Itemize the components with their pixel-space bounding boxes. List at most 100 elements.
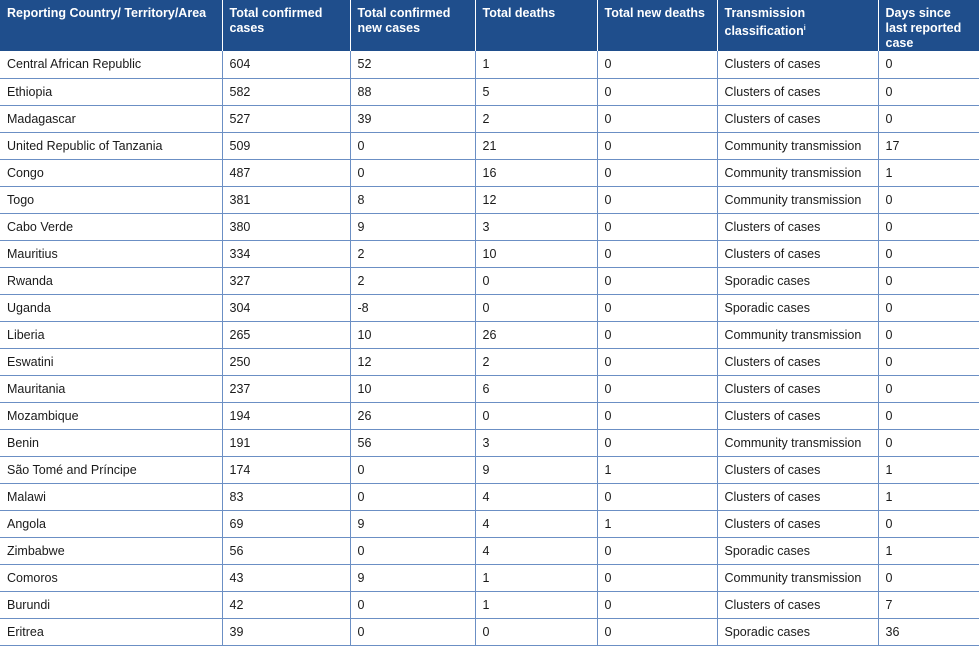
- cell-days-since-last-case: 36: [878, 618, 979, 646]
- table-header-row: Reporting Country/ Territory/Area Total …: [0, 0, 979, 51]
- cell-total-confirmed-new-cases: 10: [350, 321, 476, 349]
- cell-country: Togo: [0, 186, 223, 214]
- cell-total-confirmed-cases: 174: [222, 456, 351, 484]
- header-total-confirmed-cases: Total confirmed cases: [222, 0, 351, 51]
- table-row: Benin 191 56 3 0 Community transmission 0: [0, 429, 979, 457]
- cell-total-confirmed-cases: 194: [222, 402, 351, 430]
- header-days-since-last-case: Days since last reported case: [878, 0, 979, 51]
- cell-total-confirmed-cases: 487: [222, 159, 351, 187]
- cell-transmission-classification: Clusters of cases: [717, 240, 879, 268]
- cell-days-since-last-case: 0: [878, 294, 979, 322]
- cell-total-confirmed-new-cases: -8: [350, 294, 476, 322]
- cell-total-confirmed-cases: 42: [222, 591, 351, 619]
- cell-total-confirmed-new-cases: 88: [350, 78, 476, 106]
- cell-days-since-last-case: 0: [878, 267, 979, 295]
- cell-total-confirmed-cases: 527: [222, 105, 351, 133]
- cell-total-confirmed-cases: 334: [222, 240, 351, 268]
- cell-total-confirmed-new-cases: 0: [350, 591, 476, 619]
- table-row: Angola 69 9 4 1 Clusters of cases 0: [0, 510, 979, 538]
- table-row: Eswatini 250 12 2 0 Clusters of cases 0: [0, 348, 979, 376]
- table-row: Congo 487 0 16 0 Community transmission 1: [0, 159, 979, 187]
- table-row: United Republic of Tanzania 509 0 21 0 Commun…: [0, 132, 979, 160]
- cell-total-new-deaths: 0: [597, 51, 718, 79]
- table-body: Central African Republic 604 52 1 0 Clusters …: [0, 51, 979, 646]
- cell-country: United Republic of Tanzania: [0, 132, 223, 160]
- cell-total-confirmed-cases: 265: [222, 321, 351, 349]
- cell-days-since-last-case: 0: [878, 105, 979, 133]
- cell-country: Central African Republic: [0, 51, 223, 79]
- cell-country: Madagascar: [0, 105, 223, 133]
- cell-total-new-deaths: 0: [597, 618, 718, 646]
- cell-country: Eswatini: [0, 348, 223, 376]
- cell-transmission-classification: Sporadic cases: [717, 267, 879, 295]
- cell-total-deaths: 2: [475, 105, 598, 133]
- cell-total-deaths: 0: [475, 402, 598, 430]
- cell-total-new-deaths: 0: [597, 402, 718, 430]
- cell-total-confirmed-new-cases: 56: [350, 429, 476, 457]
- cell-country: Uganda: [0, 294, 223, 322]
- cell-total-deaths: 26: [475, 321, 598, 349]
- table-row: Mauritania 237 10 6 0 Clusters of cases 0: [0, 375, 979, 403]
- cell-transmission-classification: Clusters of cases: [717, 456, 879, 484]
- cell-total-confirmed-cases: 237: [222, 375, 351, 403]
- cell-days-since-last-case: 1: [878, 159, 979, 187]
- cell-country: Angola: [0, 510, 223, 538]
- cell-days-since-last-case: 0: [878, 240, 979, 268]
- cell-total-confirmed-new-cases: 8: [350, 186, 476, 214]
- cell-total-confirmed-cases: 304: [222, 294, 351, 322]
- cell-total-new-deaths: 0: [597, 564, 718, 592]
- cell-country: Rwanda: [0, 267, 223, 295]
- table-row: Mauritius 334 2 10 0 Clusters of cases 0: [0, 240, 979, 268]
- cell-total-deaths: 1: [475, 564, 598, 592]
- cell-days-since-last-case: 0: [878, 186, 979, 214]
- cell-total-deaths: 12: [475, 186, 598, 214]
- cell-total-deaths: 4: [475, 510, 598, 538]
- table-row: Togo 381 8 12 0 Community transmission 0: [0, 186, 979, 214]
- cell-total-deaths: 0: [475, 618, 598, 646]
- cell-days-since-last-case: 0: [878, 348, 979, 376]
- cell-total-confirmed-new-cases: 0: [350, 483, 476, 511]
- cell-country: Zimbabwe: [0, 537, 223, 565]
- cell-total-deaths: 21: [475, 132, 598, 160]
- cell-days-since-last-case: 0: [878, 375, 979, 403]
- cell-total-deaths: 3: [475, 213, 598, 241]
- cell-total-new-deaths: 0: [597, 105, 718, 133]
- cell-total-confirmed-new-cases: 9: [350, 213, 476, 241]
- cell-transmission-classification: Clusters of cases: [717, 591, 879, 619]
- cell-transmission-classification: Community transmission: [717, 429, 879, 457]
- cell-total-new-deaths: 0: [597, 348, 718, 376]
- table-row: Eritrea 39 0 0 0 Sporadic cases 36: [0, 618, 979, 646]
- cell-total-new-deaths: 0: [597, 186, 718, 214]
- table-row: Malawi 83 0 4 0 Clusters of cases 1: [0, 483, 979, 511]
- cell-country: Liberia: [0, 321, 223, 349]
- cell-total-confirmed-new-cases: 9: [350, 510, 476, 538]
- cell-transmission-classification: Clusters of cases: [717, 105, 879, 133]
- cell-total-confirmed-new-cases: 2: [350, 267, 476, 295]
- cell-total-new-deaths: 0: [597, 294, 718, 322]
- table-row: Central African Republic 604 52 1 0 Clusters …: [0, 51, 979, 79]
- table-row: Cabo Verde 380 9 3 0 Clusters of cases 0: [0, 213, 979, 241]
- cell-total-new-deaths: 0: [597, 159, 718, 187]
- cell-country: Mauritania: [0, 375, 223, 403]
- cell-transmission-classification: Clusters of cases: [717, 51, 879, 79]
- cell-total-confirmed-cases: 509: [222, 132, 351, 160]
- cell-days-since-last-case: 1: [878, 456, 979, 484]
- cell-total-confirmed-cases: 582: [222, 78, 351, 106]
- table-row: Rwanda 327 2 0 0 Sporadic cases 0: [0, 267, 979, 295]
- cell-country: Mozambique: [0, 402, 223, 430]
- cell-days-since-last-case: 0: [878, 321, 979, 349]
- table-row: Uganda 304 -8 0 0 Sporadic cases 0: [0, 294, 979, 322]
- cell-transmission-classification: Sporadic cases: [717, 537, 879, 565]
- cell-total-new-deaths: 0: [597, 591, 718, 619]
- cell-days-since-last-case: 0: [878, 213, 979, 241]
- cell-total-new-deaths: 0: [597, 213, 718, 241]
- table-row: Mozambique 194 26 0 0 Clusters of cases 0: [0, 402, 979, 430]
- cell-total-confirmed-new-cases: 39: [350, 105, 476, 133]
- cell-total-deaths: 9: [475, 456, 598, 484]
- cell-total-new-deaths: 0: [597, 375, 718, 403]
- cell-total-confirmed-new-cases: 10: [350, 375, 476, 403]
- cell-total-deaths: 0: [475, 294, 598, 322]
- cell-total-confirmed-cases: 381: [222, 186, 351, 214]
- cell-total-confirmed-cases: 83: [222, 483, 351, 511]
